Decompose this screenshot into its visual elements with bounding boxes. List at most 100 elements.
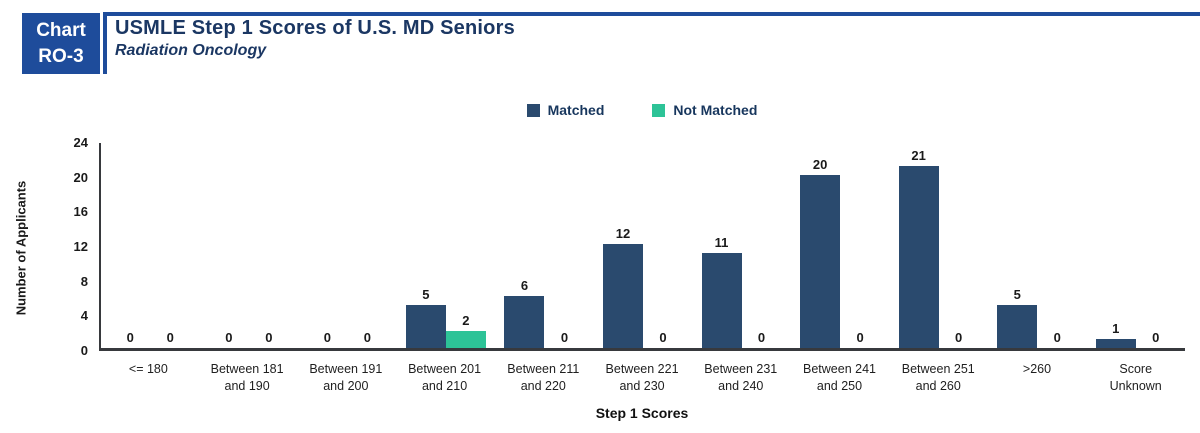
bar-value-label: 0	[560, 330, 569, 345]
y-axis-tick: 4	[80, 308, 88, 324]
bar-value-label: 0	[856, 330, 864, 345]
bar-slot: 0	[742, 331, 782, 348]
bar-value-label: 5	[1013, 286, 1021, 302]
y-axis-tick: 12	[73, 239, 88, 254]
bar-slot: 1	[1095, 321, 1136, 348]
bar-value-label: 11	[714, 234, 729, 250]
x-tick-label: Between 231 and 240	[704, 362, 778, 393]
bar-value-label: 0	[955, 330, 963, 345]
bar-slot: 0	[209, 331, 249, 348]
bar-slot: 0	[307, 331, 347, 348]
bar-value-label: 0	[363, 330, 371, 345]
x-tick-label: Between 181 and 190	[210, 362, 284, 393]
bar-value-label: 5	[422, 286, 430, 302]
bar-slot: 0	[544, 331, 584, 348]
y-axis-tick: 20	[73, 169, 88, 185]
category-group: 20 0	[791, 143, 890, 348]
matched-swatch-icon	[526, 103, 540, 117]
x-tick-label: Between 221 and 230	[605, 362, 679, 393]
matched-bar	[1095, 339, 1136, 348]
chart-badge-line2: RO-3	[38, 45, 84, 67]
bar-value-label: 0	[1152, 330, 1160, 345]
bar-slot: 0	[110, 331, 150, 348]
bar-value-label: 20	[812, 156, 828, 172]
legend-item-not-matched: Not Matched	[652, 102, 757, 118]
category-group: 12 0	[594, 143, 693, 348]
x-tick-label: Between 241 and 250	[803, 362, 876, 393]
x-tick-label: <= 180	[128, 362, 168, 376]
x-tick-label: Between 201 and 210	[408, 362, 482, 393]
bar-slot: 0	[939, 331, 979, 348]
header-rule-horizontal	[103, 12, 1200, 16]
x-tick-label: Between 211 and 220	[507, 362, 580, 393]
chart-badge-line1: Chart	[36, 19, 86, 41]
bar-slot: 21	[898, 148, 939, 348]
x-axis-title: Step 1 Scores	[595, 405, 689, 421]
bar-slot: 0	[150, 331, 190, 348]
matched-bar	[898, 166, 939, 348]
x-tick-label: Between 251 and 260	[901, 362, 975, 393]
not-matched-swatch-icon	[652, 103, 666, 117]
bar-slot: 0	[1037, 331, 1077, 348]
bar-value-label: 6	[520, 278, 529, 293]
x-axis-labels: <= 180 Between 181 and 190 Between 191 and…	[99, 361, 1185, 395]
bar-slot: 6	[504, 278, 545, 348]
category-group: 21 0	[889, 143, 988, 348]
legend-item-matched: Matched	[526, 102, 605, 118]
bar-slot: 5	[405, 286, 446, 348]
bar-value-label: 0	[126, 330, 134, 345]
matched-bar	[800, 174, 841, 348]
not-matched-bar	[445, 330, 486, 348]
y-axis-tick: 8	[80, 273, 88, 289]
bar-slot: 0	[643, 331, 683, 348]
legend-label-not-matched: Not Matched	[673, 102, 758, 118]
bar-slot: 0	[840, 331, 880, 348]
page-subtitle: Radiation Oncology	[115, 42, 267, 59]
legend-label-matched: Matched	[547, 102, 605, 118]
bar-value-label: 0	[323, 330, 331, 345]
bar-value-label: 2	[462, 312, 470, 328]
y-axis-tick: 24	[73, 135, 88, 150]
chart-badge: Chart RO-3	[22, 13, 100, 74]
matched-bar	[701, 252, 742, 348]
bar-slot: 2	[445, 312, 486, 348]
matched-bar	[997, 304, 1038, 348]
bar-slot: 12	[603, 227, 643, 348]
bar-slot: 5	[997, 286, 1038, 348]
bar-value-label: 0	[225, 330, 233, 345]
x-tick-label: Score Unknown	[1109, 362, 1162, 393]
bar-slot: 0	[347, 331, 387, 348]
matched-bar	[405, 304, 446, 348]
y-axis-title: Number of Applicants	[13, 180, 29, 316]
x-tick-label: Between 191 and 200	[309, 362, 383, 393]
matched-bar	[504, 296, 545, 348]
header-rule-vertical	[103, 12, 107, 74]
legend: Matched Not Matched	[99, 101, 1185, 119]
bar-value-label: 0	[1053, 330, 1061, 345]
page-title: USMLE Step 1 Scores of U.S. MD Seniors	[115, 17, 515, 39]
category-group: 11 0	[692, 143, 791, 348]
bar-value-label: 0	[757, 330, 766, 345]
bar-value-label: 1	[1112, 321, 1120, 337]
x-tick-label: >260	[1022, 362, 1052, 376]
bar-slot: 20	[800, 156, 841, 348]
bar-value-label: 21	[911, 148, 926, 163]
bar-value-label: 0	[659, 330, 667, 345]
bar-slot: 11	[701, 234, 742, 348]
bar-value-label: 12	[615, 226, 631, 241]
bar-value-label: 0	[166, 330, 174, 345]
plot-area: 0 0 0 0 0 0 5 2 6 0 12 0 11 0 20 0 21 0 5 0 1 0	[99, 143, 1185, 351]
y-axis-tick: 16	[73, 204, 88, 220]
bar-value-label: 0	[265, 330, 273, 345]
matched-bar	[603, 244, 643, 348]
bar-slot: 0	[249, 331, 289, 348]
y-axis-tick: 0	[80, 343, 88, 358]
